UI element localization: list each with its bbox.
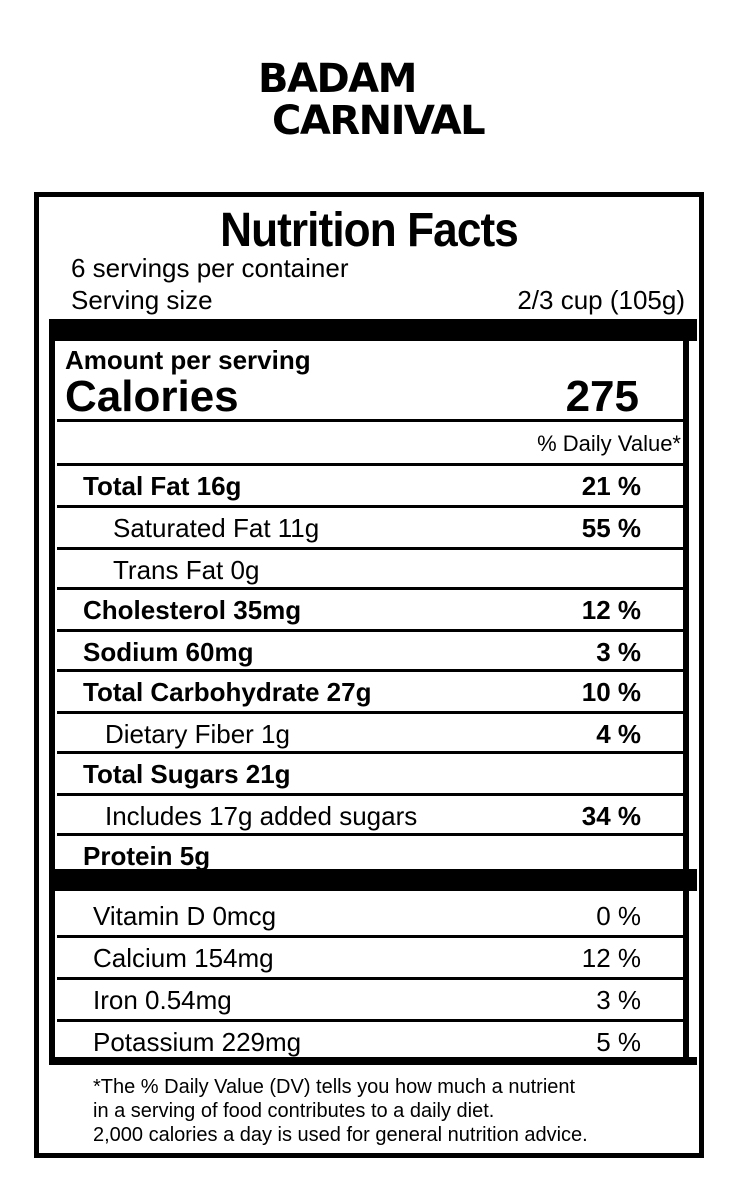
nutrient-dv: 4 % xyxy=(596,719,641,749)
nutrient-name: Dietary Fiber 1g xyxy=(105,719,290,749)
divider xyxy=(57,463,683,466)
divider xyxy=(57,711,683,714)
nutrient-name: Cholesterol 35mg xyxy=(83,595,302,625)
calories-value: 275 xyxy=(565,372,639,421)
vitamin-row: Calcium 154mg 12 % xyxy=(39,937,699,977)
nutrient-dv: 10 % xyxy=(581,677,641,707)
divider xyxy=(683,339,689,419)
divider xyxy=(57,505,683,508)
amount-per-serving: Amount per serving xyxy=(65,345,311,375)
nutrient-dv: 3 % xyxy=(596,637,641,667)
nutrient-row: Sodium 60mg 3 % xyxy=(39,631,699,671)
brand-line-2: CARNIVAL xyxy=(272,98,486,144)
vitamin-name: Calcium 154mg xyxy=(93,943,274,973)
vitamin-row: Iron 0.54mg 3 % xyxy=(39,979,699,1019)
divider xyxy=(57,833,683,836)
divider xyxy=(683,419,689,875)
divider xyxy=(57,751,683,754)
divider xyxy=(57,1019,683,1022)
vitamin-name: Potassium 229mg xyxy=(93,1027,302,1057)
vitamin-dv: 12 % xyxy=(581,943,641,973)
divider xyxy=(57,547,683,550)
footnote-line: in a serving of food contributes to a da… xyxy=(93,1100,495,1122)
nutrient-dv: 55 % xyxy=(581,513,641,543)
daily-value-header: % Daily Value* xyxy=(537,431,681,456)
nutrition-facts-label: Nutrition Facts 6 servings per container… xyxy=(34,192,704,1158)
vitamin-dv: 0 % xyxy=(596,901,641,931)
nutrient-name: Trans Fat 0g xyxy=(113,555,260,585)
nutrient-row: Saturated Fat 11g 55 % xyxy=(39,507,699,547)
nutrient-row: Protein 5g xyxy=(39,835,699,875)
thick-divider xyxy=(49,1057,697,1065)
thick-divider xyxy=(49,319,697,341)
nutrient-dv: 21 % xyxy=(581,471,641,501)
vitamin-name: Iron 0.54mg xyxy=(93,985,232,1015)
nutrient-row: Cholesterol 35mg 12 % xyxy=(39,589,699,629)
divider xyxy=(57,935,683,938)
divider xyxy=(683,869,689,1065)
nutrient-row: Trans Fat 0g xyxy=(39,549,699,589)
footnote-line: 2,000 calories a day is used for general… xyxy=(93,1124,588,1146)
divider xyxy=(57,419,683,422)
divider xyxy=(57,977,683,980)
divider xyxy=(57,793,683,796)
divider xyxy=(57,587,683,590)
divider xyxy=(57,669,683,672)
nutrient-row: Total Fat 16g 21 % xyxy=(39,465,699,505)
vitamin-name: Vitamin D 0mcg xyxy=(93,901,277,931)
nutrient-name: Sodium 60mg xyxy=(83,637,254,667)
brand-logo: BADAM CARNIVAL xyxy=(258,56,486,144)
nutrient-row: Total Sugars 21g xyxy=(39,753,699,793)
servings-per-container: 6 servings per container xyxy=(71,253,349,283)
label-title: Nutrition Facts xyxy=(220,204,519,257)
vitamin-row: Vitamin D 0mcg 0 % xyxy=(39,895,699,935)
nutrient-name: Protein 5g xyxy=(83,841,211,871)
nutrient-row: Includes 17g added sugars 34 % xyxy=(39,795,699,835)
footnote: *The % Daily Value (DV) tells you how mu… xyxy=(93,1075,588,1147)
nutrient-dv: 34 % xyxy=(581,801,641,831)
nutrient-name: Total Carbohydrate 27g xyxy=(83,677,372,707)
brand-line-1: BADAM xyxy=(258,56,417,102)
nutrient-row: Total Carbohydrate 27g 10 % xyxy=(39,671,699,711)
nutrient-name: Total Sugars 21g xyxy=(83,759,291,789)
calories-label: Calories xyxy=(65,372,239,421)
vitamin-dv: 5 % xyxy=(596,1027,641,1057)
thick-divider xyxy=(49,869,697,891)
nutrient-name: Saturated Fat 11g xyxy=(113,513,320,543)
serving-size-value: 2/3 cup (105g) xyxy=(517,285,685,315)
nutrient-dv: 12 % xyxy=(581,595,641,625)
nutrient-name: Total Fat 16g xyxy=(83,471,242,501)
serving-size-label: Serving size xyxy=(71,285,213,315)
divider xyxy=(49,339,55,419)
nutrient-row: Dietary Fiber 1g 4 % xyxy=(39,713,699,753)
divider xyxy=(57,629,683,632)
divider xyxy=(49,869,55,1065)
nutrient-name: Includes 17g added sugars xyxy=(105,801,418,831)
vitamin-row: Potassium 229mg 5 % xyxy=(39,1021,699,1061)
vitamin-dv: 3 % xyxy=(596,985,641,1015)
footnote-line: *The % Daily Value (DV) tells you how mu… xyxy=(93,1076,576,1098)
divider xyxy=(49,419,55,875)
